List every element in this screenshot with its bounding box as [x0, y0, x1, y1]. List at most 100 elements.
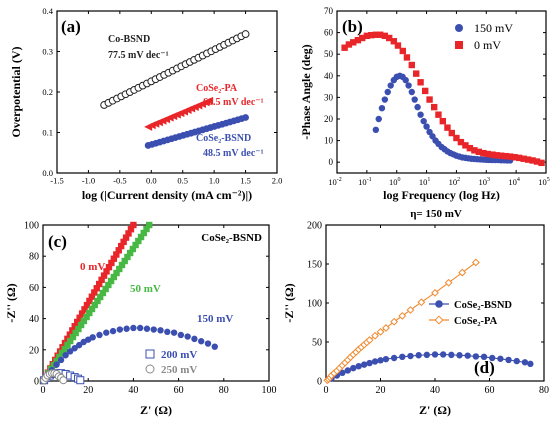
point-c-0 [86, 297, 93, 305]
point-d-0 [339, 369, 346, 377]
y-tick-label-b: 30 [324, 92, 334, 102]
point-c-1 [99, 289, 107, 297]
y-tick-label-c: 0 [34, 377, 39, 388]
point-b-0 [381, 96, 389, 103]
y-tick-label-b: 10 [324, 136, 334, 146]
legend-marker-d [434, 315, 444, 325]
point-c-1 [72, 329, 79, 337]
x-axis-label-a: log (|Current density (mA cm⁻²)|) [82, 188, 252, 202]
annotation-a: Co-BSND [108, 34, 150, 45]
x-tick-exponent-b: 3 [487, 177, 490, 183]
x-tick-label-c: 60 [174, 385, 184, 396]
point-d-0 [521, 359, 529, 366]
series-label-c: 50 mV [130, 283, 161, 295]
x-tick-label-a: 0.5 [177, 176, 188, 186]
point-c-2 [157, 327, 164, 334]
y-tick-label-a: 0.4 [42, 6, 53, 16]
point-b-1 [408, 61, 415, 69]
legend-marker-d [435, 300, 443, 308]
point-d-0 [456, 352, 463, 359]
point-d-0 [527, 360, 534, 368]
x-tick-label-b: 105 [538, 177, 550, 187]
point-b-1 [345, 41, 353, 48]
point-b-1 [533, 158, 541, 165]
point-b-0 [408, 88, 415, 96]
point-c-1 [124, 253, 131, 261]
point-c-0 [74, 318, 81, 326]
y-tick-label-a: 0.2 [42, 87, 53, 97]
point-b-1 [448, 129, 456, 137]
point-c-0 [115, 247, 122, 254]
point-c-1 [135, 237, 142, 245]
point-c-0 [88, 293, 96, 300]
legend-label-b: 150 mV [474, 21, 513, 35]
y-tick-label-b: 60 [324, 28, 334, 38]
x-tick-label-a: 0.0 [146, 176, 157, 186]
point-d-1 [398, 311, 407, 320]
y-tick-label-a: 0.3 [42, 46, 53, 56]
point-c-2 [198, 338, 205, 345]
annotation-a: CoSe₂-PA [196, 83, 238, 94]
point-c-2 [96, 331, 103, 339]
point-c-2 [211, 343, 218, 350]
point-b-1 [466, 144, 474, 152]
point-a-0 [241, 30, 250, 38]
point-a-1 [205, 96, 214, 105]
series-b-0 [372, 72, 514, 164]
point-c-0 [125, 230, 132, 237]
series-label-c: 150 mV [197, 313, 233, 325]
point-c-2 [71, 345, 78, 352]
point-c-0 [100, 272, 108, 279]
point-b-1 [480, 149, 487, 157]
series-a-0 [100, 30, 250, 109]
label-marker-c [145, 349, 155, 359]
point-c-0 [108, 259, 115, 267]
plot-title-c: CoSe₂-BSND [201, 232, 262, 244]
point-d-0 [377, 357, 384, 364]
point-b-1 [341, 44, 348, 51]
point-b-1 [381, 32, 389, 40]
point-c-1 [83, 313, 90, 321]
point-c-0 [83, 301, 91, 309]
x-tick-label-b: 10-2 [328, 177, 342, 187]
point-b-1 [511, 154, 518, 161]
x-tick-label-a: -1.0 [82, 176, 95, 186]
series-b-1 [341, 31, 545, 167]
point-c-1 [67, 337, 74, 345]
point-d-1 [365, 336, 374, 344]
point-d-1 [471, 258, 480, 267]
point-d-1 [376, 327, 385, 336]
point-c-0 [95, 280, 103, 288]
point-c-2 [150, 326, 157, 333]
x-tick-label-c: 100 [262, 385, 277, 396]
point-c-0 [93, 285, 100, 292]
point-b-0 [402, 76, 409, 84]
point-d-0 [415, 352, 422, 359]
point-c-2 [143, 325, 151, 332]
point-b-0 [417, 111, 424, 118]
point-b-0 [384, 88, 391, 96]
point-b-0 [423, 123, 430, 130]
y-tick-label-a: 0.0 [42, 168, 53, 178]
legend-label-d: CoSe₂-PA [454, 316, 498, 327]
point-b-0 [378, 105, 386, 112]
annotation-a: 48.5 mV dec⁻¹ [203, 148, 264, 159]
point-c-1 [64, 341, 71, 349]
point-c-1 [53, 357, 60, 365]
point-b-1 [385, 34, 393, 42]
point-c-3 [76, 376, 85, 385]
point-c-0 [130, 221, 137, 229]
point-c-0 [71, 322, 78, 330]
point-b-1 [538, 159, 545, 167]
point-c-2 [109, 327, 117, 335]
annotation-a: 77.5 mV dec⁻¹ [108, 50, 169, 61]
series-d-1 [323, 258, 480, 385]
point-c-4 [59, 376, 68, 385]
point-b-1 [354, 36, 362, 44]
point-c-1 [110, 273, 118, 281]
point-d-0 [360, 361, 368, 368]
y-tick-label-c: 80 [29, 252, 39, 263]
point-c-1 [129, 245, 137, 253]
point-c-1 [75, 325, 82, 333]
